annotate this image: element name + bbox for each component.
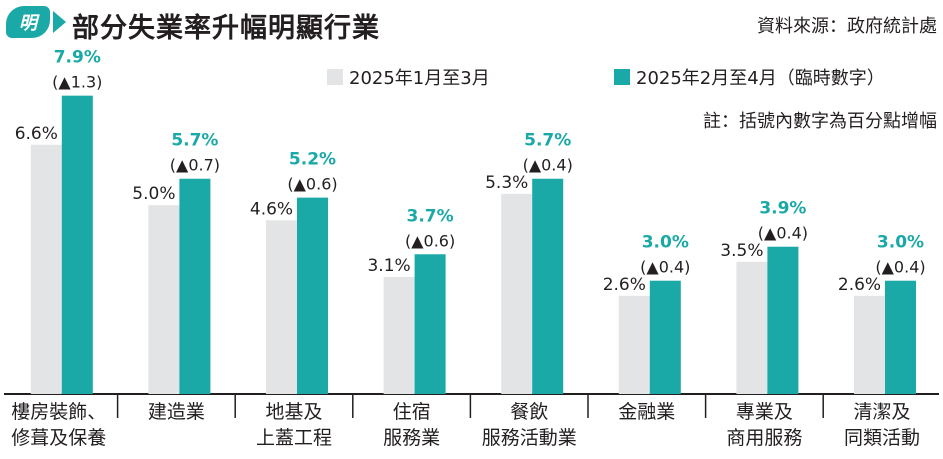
chart-title: 部分失業率升幅明顯行業 (72, 13, 380, 44)
change-label: (▲0.4) (758, 224, 808, 243)
bar-series1 (383, 276, 415, 394)
change-label: (▲0.4) (875, 258, 925, 277)
bar-series1 (148, 205, 180, 394)
bar-series2 (414, 254, 446, 394)
value-label-series1: 2.6% (838, 275, 881, 295)
category-label: 金融業 (618, 401, 675, 423)
bar-series1 (618, 295, 650, 394)
category-label: 上蓋工程 (256, 427, 332, 449)
category-label: 服務活動業 (482, 427, 577, 449)
change-label: (▲0.4) (523, 156, 573, 175)
value-label-series1: 2.6% (603, 275, 646, 295)
change-label: (▲1.3) (52, 73, 102, 92)
bar-series2 (61, 95, 93, 395)
bar-series2 (885, 280, 916, 394)
category-label: 樓房裝飾、 (11, 401, 106, 423)
value-label-series2: 3.7% (407, 206, 454, 226)
value-label-series1: 5.0% (132, 184, 175, 204)
bar-series2 (767, 246, 799, 394)
value-label-series2: 7.9% (54, 48, 101, 68)
bar-series2 (532, 178, 564, 394)
change-label: (▲0.7) (170, 156, 220, 175)
category-label: 修葺及保養 (11, 427, 106, 449)
value-label-series1: 3.5% (720, 241, 763, 261)
value-label-series2: 5.7% (524, 131, 571, 151)
logo: 明 (6, 6, 50, 38)
legend-item-series2: 2025年2月至4月（臨時數字） (614, 64, 885, 90)
legend-item-series1: 2025年1月至3月 (327, 64, 490, 90)
change-label: (▲0.6) (287, 175, 337, 194)
value-label-series2: 3.9% (759, 199, 806, 219)
value-label-series1: 4.6% (250, 199, 293, 219)
chart-note: 註：括號內數字為百分點增幅 (703, 111, 937, 132)
category-label: 服務業 (383, 427, 440, 449)
bar-series1 (501, 193, 533, 394)
category-label: 地基及 (265, 401, 322, 423)
bar-series1 (266, 220, 297, 394)
bar-series1 (736, 261, 768, 394)
category-label: 餐飲 (510, 401, 548, 423)
legend-label-series2: 2025年2月至4月（臨時數字） (636, 68, 885, 89)
logo-text: 明 (19, 13, 37, 34)
value-label-series2: 3.0% (642, 233, 689, 253)
value-label-series2: 5.2% (289, 150, 336, 170)
category-label: 商用服務 (726, 427, 802, 449)
bar-series1 (30, 144, 62, 394)
change-label: (▲0.6) (405, 231, 455, 250)
legend-swatch-series2 (614, 69, 630, 85)
value-label-series1: 3.1% (367, 256, 410, 276)
change-label: (▲0.4) (640, 258, 690, 277)
value-label-series1: 6.6% (15, 124, 58, 144)
category-label: 住宿 (393, 401, 431, 423)
bar-series2 (649, 280, 681, 394)
value-label-series2: 5.7% (171, 131, 218, 151)
category-label: 專業及 (736, 401, 793, 423)
source-label: 資料來源：政府統計處 (757, 16, 937, 37)
category-label: 同類活動 (844, 427, 920, 449)
title-arrow-icon (53, 11, 66, 33)
legend-swatch-series1 (327, 69, 343, 85)
bar-series2 (297, 197, 328, 394)
value-label-series1: 5.3% (485, 173, 528, 193)
value-label-series2: 3.0% (877, 233, 924, 253)
bar-series2 (179, 178, 211, 394)
bar-series1 (854, 295, 885, 394)
category-label: 清潔及 (853, 401, 910, 423)
legend-label-series1: 2025年1月至3月 (349, 68, 490, 89)
category-label: 建造業 (148, 401, 205, 423)
